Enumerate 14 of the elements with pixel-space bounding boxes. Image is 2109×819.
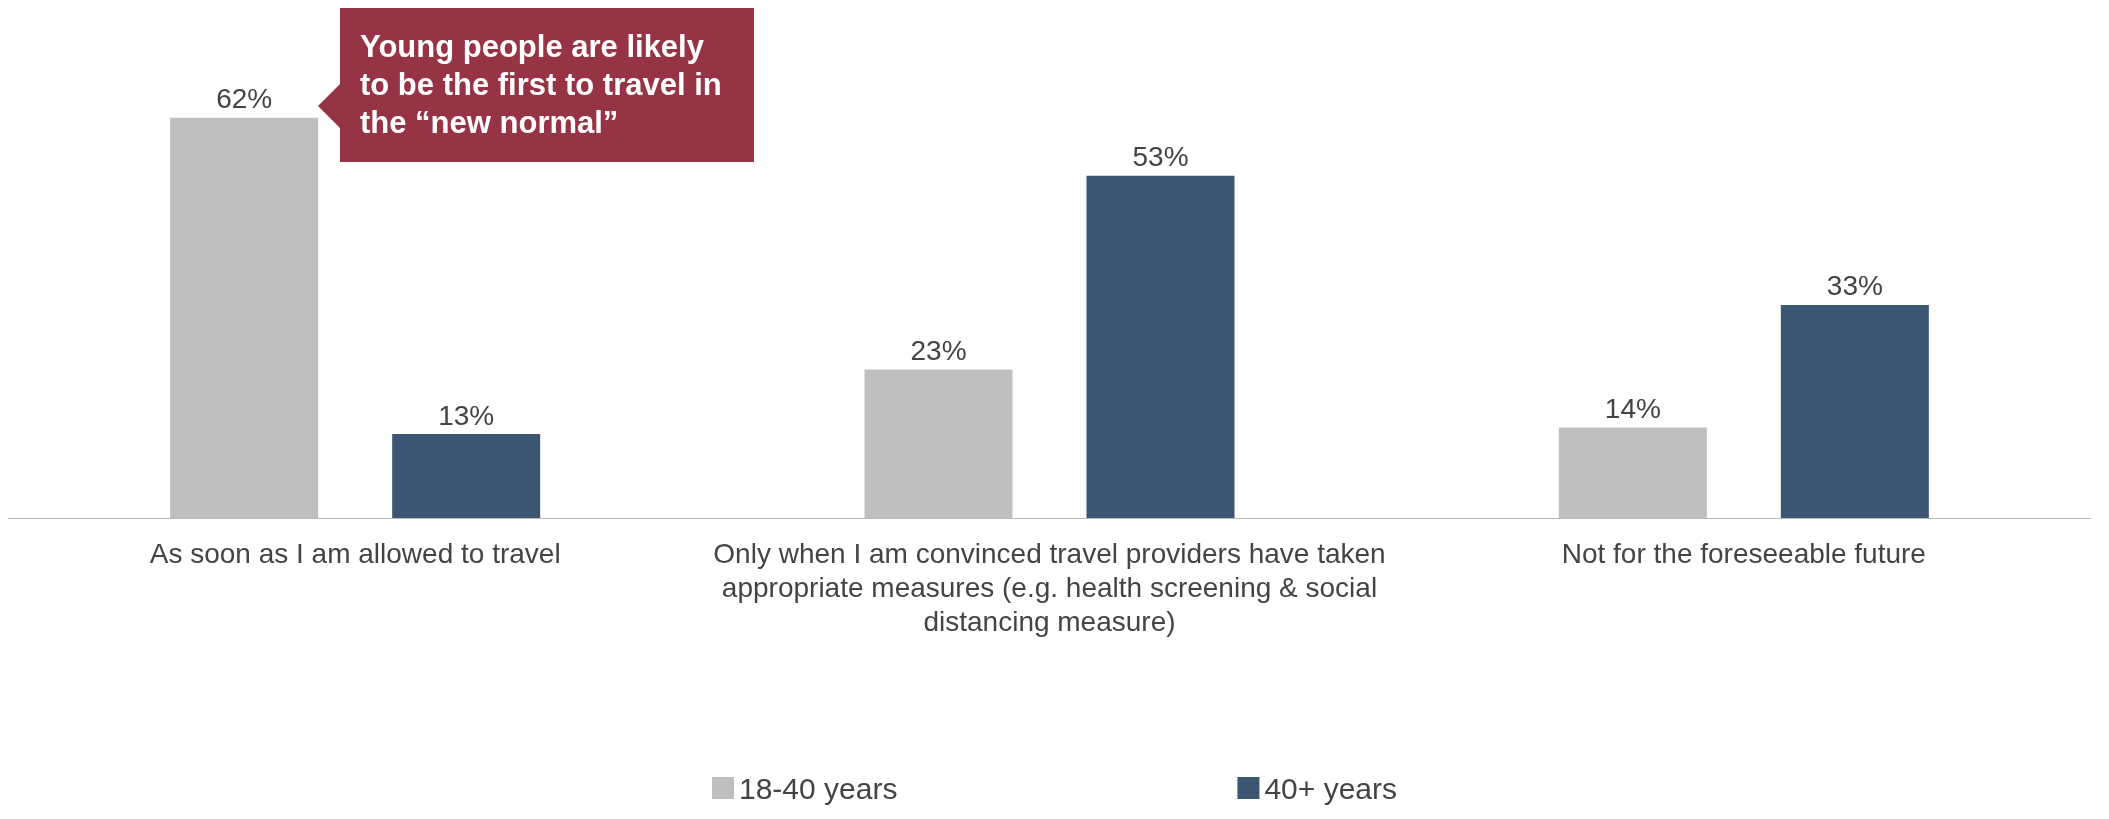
data-label: 13% [438, 399, 495, 431]
x-tick-label: Not for the foreseeable future [1561, 537, 1926, 569]
data-label: 62% [216, 83, 273, 115]
bar [392, 434, 541, 518]
bar [1780, 304, 1929, 518]
data-label: 53% [1132, 141, 1189, 173]
x-tick-label: Only when I am convinced travel providers have taken appropriate measures (e.g. health screening & social distancing measure) [713, 537, 1386, 637]
data-label: 33% [1826, 270, 1883, 302]
data-label: 14% [1604, 393, 1661, 425]
legend-label: 18-40 years [739, 771, 898, 805]
data-label: 23% [910, 334, 967, 366]
legend-label: 40+ years [1264, 771, 1398, 805]
x-tick-label: As soon as I am allowed to travel [149, 537, 561, 569]
bar [1086, 175, 1235, 518]
